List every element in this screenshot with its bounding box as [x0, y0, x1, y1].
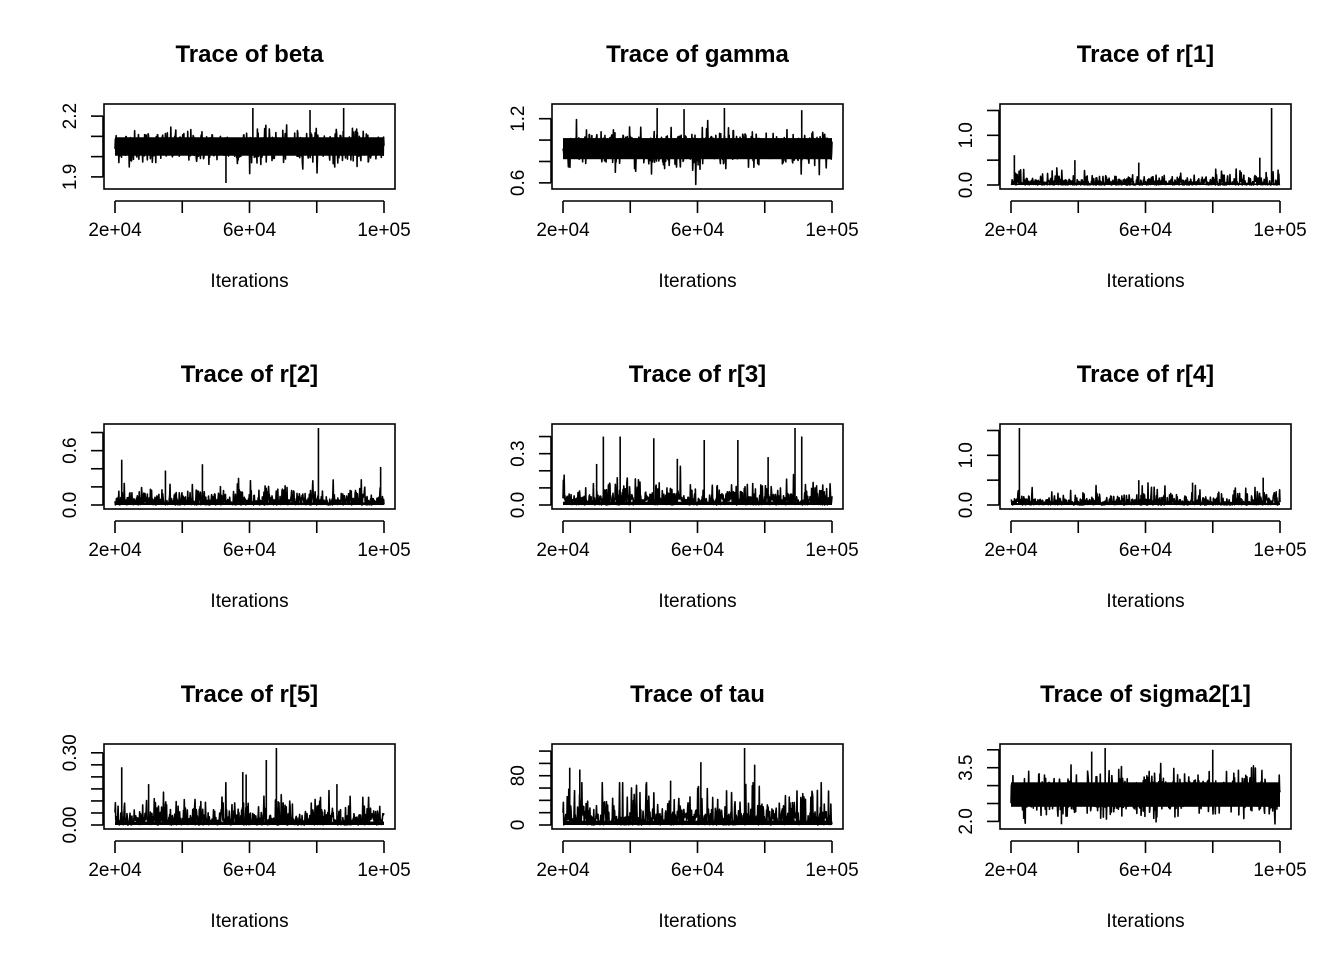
plot-box	[999, 423, 1292, 510]
panel-3: Trace of r[1] Iterations 2e+04 6e+04 1e+05 0.…	[956, 41, 1307, 292]
plot-box	[103, 103, 396, 190]
trace-band	[1011, 782, 1280, 807]
panel-title: Trace of beta	[175, 41, 324, 68]
trace-line	[1010, 482, 1281, 506]
x-tick-label: 6e+04	[671, 860, 725, 881]
panel-title: Trace of r[1]	[1077, 41, 1214, 68]
x-tick-label: 6e+04	[223, 860, 277, 881]
x-axis-label: Iterations	[658, 271, 736, 292]
trace-band	[563, 501, 832, 505]
panel-title: Trace of gamma	[606, 41, 789, 68]
trace-line	[114, 781, 385, 826]
x-tick-label: 2e+04	[984, 540, 1038, 561]
x-tick-label: 2e+04	[984, 220, 1038, 241]
plot-box	[551, 743, 844, 830]
panel-title: Trace of sigma2[1]	[1040, 681, 1251, 708]
y-tick-label: 0.0	[508, 492, 529, 518]
plot-box	[999, 743, 1292, 830]
y-tick-label: 0.0	[956, 172, 977, 198]
trace-band	[1011, 183, 1280, 185]
y-tick-label: 0.6	[508, 170, 529, 196]
x-tick-label: 2e+04	[536, 540, 590, 561]
x-tick-label: 2e+04	[88, 220, 142, 241]
trace-band	[115, 137, 384, 156]
panel-7: Trace of r[5] Iterations 2e+04 6e+04 1e+05 0.…	[60, 681, 411, 932]
x-tick-label: 2e+04	[88, 860, 142, 881]
x-tick-label: 2e+04	[984, 860, 1038, 881]
x-tick-label: 1e+05	[805, 540, 858, 561]
x-tick-label: 1e+05	[357, 860, 410, 881]
plot-box	[551, 423, 844, 510]
y-tick-label: 0.0	[60, 492, 81, 518]
plot-box	[103, 423, 396, 510]
x-axis-label: Iterations	[210, 911, 288, 932]
y-tick-label: 0.6	[60, 437, 81, 463]
panel-9: Trace of sigma2[1] Iterations 2e+04 6e+04 1e…	[956, 681, 1307, 932]
y-tick-label: 1.9	[60, 164, 81, 190]
x-tick-label: 6e+04	[223, 540, 277, 561]
plot-box	[999, 103, 1292, 190]
y-tick-label: 0	[508, 820, 529, 831]
panel-title: Trace of r[3]	[629, 361, 766, 388]
panel-2: Trace of gamma Iterations 2e+04 6e+04 1e+05 0…	[508, 41, 859, 292]
trace-line	[1010, 167, 1281, 186]
trace-band	[115, 502, 384, 505]
x-tick-label: 1e+05	[805, 860, 858, 881]
y-tick-label: 1.2	[508, 105, 529, 131]
x-tick-label: 1e+05	[357, 220, 410, 241]
x-tick-label: 6e+04	[671, 220, 725, 241]
y-tick-label: 80	[508, 765, 529, 786]
trace-band	[1011, 503, 1280, 505]
panel-4: Trace of r[2] Iterations 2e+04 6e+04 1e+05 0.…	[60, 361, 411, 612]
x-tick-label: 1e+05	[805, 220, 858, 241]
x-axis-label: Iterations	[210, 271, 288, 292]
x-tick-label: 6e+04	[1119, 540, 1173, 561]
x-axis-label: Iterations	[210, 591, 288, 612]
y-tick-label: 1.0	[956, 122, 977, 148]
trace-band	[115, 821, 384, 825]
y-tick-label: 0.30	[60, 734, 81, 771]
panel-title: Trace of r[5]	[181, 681, 318, 708]
panel-8: Trace of tau Iterations 2e+04 6e+04 1e+05 0 80	[508, 681, 859, 932]
y-tick-label: 0.3	[508, 440, 529, 466]
y-tick-label: 0.00	[60, 807, 81, 844]
panel-5: Trace of r[3] Iterations 2e+04 6e+04 1e+05 0.…	[508, 361, 859, 612]
y-tick-label: 0.0	[956, 492, 977, 518]
x-tick-label: 1e+05	[1253, 860, 1306, 881]
x-tick-label: 2e+04	[88, 540, 142, 561]
x-tick-label: 6e+04	[223, 220, 277, 241]
x-tick-label: 1e+05	[1253, 220, 1306, 241]
trace-line	[562, 781, 833, 826]
x-axis-label: Iterations	[658, 591, 736, 612]
panel-title: Trace of tau	[630, 681, 765, 708]
x-tick-label: 6e+04	[1119, 860, 1173, 881]
panel-title: Trace of r[4]	[1077, 361, 1214, 388]
plot-box	[103, 743, 396, 830]
x-tick-label: 6e+04	[1119, 220, 1173, 241]
panel-1: Trace of beta Iterations 2e+04 6e+04 1e+05 1.…	[60, 41, 411, 292]
x-axis-label: Iterations	[1106, 591, 1184, 612]
y-tick-label: 3.5	[956, 754, 977, 780]
x-tick-label: 1e+05	[1253, 540, 1306, 561]
x-tick-label: 2e+04	[536, 860, 590, 881]
x-axis-label: Iterations	[1106, 271, 1184, 292]
x-tick-label: 6e+04	[671, 540, 725, 561]
plot-box	[551, 103, 844, 190]
y-tick-label: 2.2	[60, 103, 81, 129]
trace-band	[563, 820, 832, 825]
panel-title: Trace of r[2]	[181, 361, 318, 388]
y-tick-label: 2.0	[956, 808, 977, 834]
trace-line	[114, 477, 385, 506]
y-tick-label: 1.0	[956, 442, 977, 468]
x-tick-label: 2e+04	[536, 220, 590, 241]
x-axis-label: Iterations	[658, 911, 736, 932]
trace-band	[563, 138, 832, 160]
x-axis-label: Iterations	[1106, 911, 1184, 932]
x-tick-label: 1e+05	[357, 540, 410, 561]
panel-6: Trace of r[4] Iterations 2e+04 6e+04 1e+05 0.…	[956, 361, 1307, 612]
